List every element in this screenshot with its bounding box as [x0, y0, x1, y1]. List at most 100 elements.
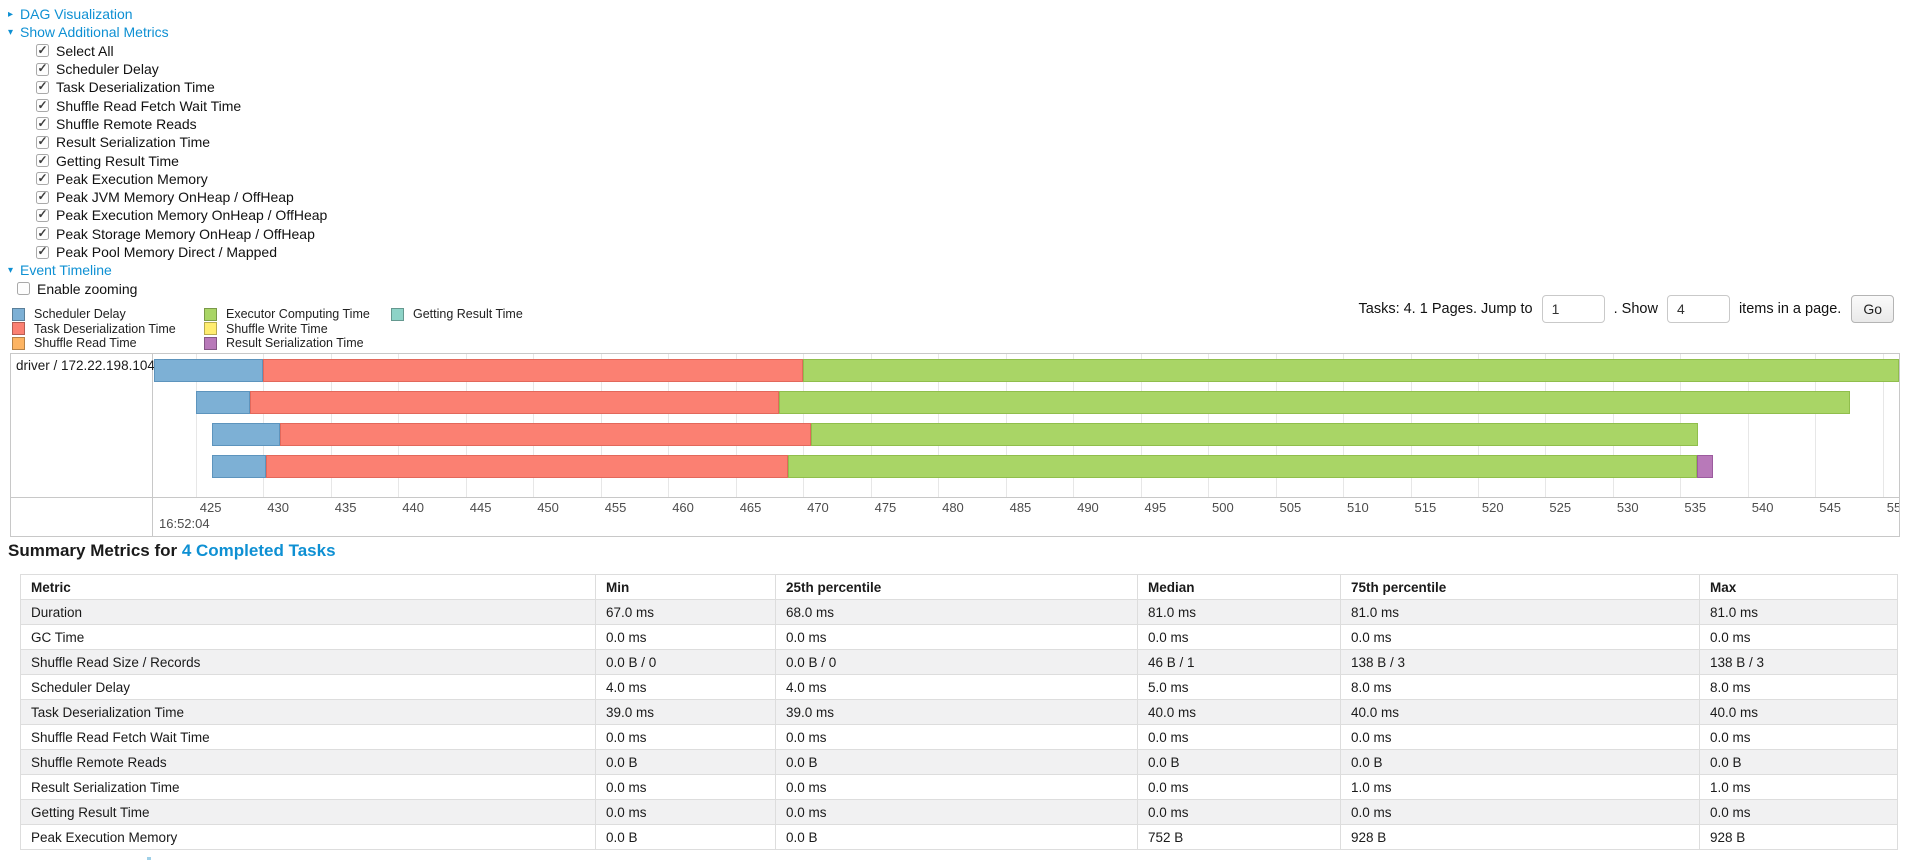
- table-cell: 0.0 B: [595, 749, 776, 775]
- metric-checkbox[interactable]: [36, 189, 49, 204]
- table-header-row: Metric Min 25th percentile Median 75th perce…: [20, 574, 1898, 600]
- event-timeline-toggle[interactable]: ▾ Event Timeline: [8, 262, 112, 278]
- timeline-bar-segment-deserialization[interactable]: [263, 359, 804, 382]
- axis-tick-label: 435: [334, 500, 357, 515]
- table-row: Getting Result Time 0.0 ms 0.0 ms 0.0 ms 0.0…: [20, 799, 1898, 825]
- metric-checkbox-label: Peak Execution Memory: [56, 170, 208, 187]
- enable-zooming-checkbox[interactable]: [17, 282, 30, 296]
- jump-to-page-input[interactable]: [1541, 295, 1605, 323]
- timeline-bar-segment-scheduler[interactable]: [212, 455, 266, 478]
- metric-checkbox[interactable]: [36, 61, 49, 76]
- metric-checkbox[interactable]: [36, 98, 49, 113]
- legend-swatch-icon: [204, 307, 217, 321]
- axis-tick-label: 475: [874, 500, 897, 515]
- axis-tick-label: 440: [402, 500, 424, 515]
- table-column-header: Max: [1699, 574, 1898, 600]
- table-cell: Peak Execution Memory: [20, 824, 596, 850]
- table-cell: 0.0 ms: [1340, 799, 1700, 825]
- timeline-bar-segment-compute[interactable]: [803, 359, 1899, 382]
- timeline-bar-segment-deserialization[interactable]: [249, 391, 779, 414]
- metric-checkbox[interactable]: [36, 43, 49, 58]
- table-cell: 1.0 ms: [1699, 774, 1898, 800]
- enable-zooming-row: Enable zooming: [8, 279, 327, 297]
- legend-label: Scheduler Delay: [34, 307, 126, 322]
- table-row: Scheduler Delay 4.0 ms 4.0 ms 5.0 ms 8.0 ms 8…: [20, 674, 1898, 700]
- metric-checkbox-row: Peak Execution Memory: [8, 170, 327, 188]
- table-cell: 67.0 ms: [595, 599, 776, 625]
- legend-column: Scheduler Delay Task Deserialization Time…: [12, 307, 176, 351]
- axis-tick-label: 460: [672, 500, 694, 515]
- event-timeline-chart: driver / 172.22.198.104 16:52:04 425 430 4…: [10, 353, 1900, 537]
- metric-checkbox[interactable]: [36, 116, 49, 131]
- metric-checkbox-row: Peak Storage Memory OnHeap / OffHeap: [8, 225, 327, 243]
- metric-checkbox[interactable]: [36, 226, 49, 241]
- metric-checkbox-row: Select All: [8, 42, 327, 60]
- metric-checkbox[interactable]: [36, 79, 49, 94]
- table-column-header: Metric: [20, 574, 596, 600]
- metric-checkbox-row: Shuffle Remote Reads: [8, 115, 327, 133]
- metric-checkbox[interactable]: [36, 171, 49, 186]
- axis-tick-label: 530: [1616, 500, 1639, 515]
- timeline-legend: Scheduler Delay Task Deserialization Time…: [0, 307, 1907, 351]
- collapse-arrow-icon: ▾: [8, 264, 14, 276]
- table-cell: 40.0 ms: [1699, 699, 1898, 725]
- timeline-bar-segment-deserialization[interactable]: [279, 423, 812, 446]
- axis-tick-label: 505: [1279, 500, 1302, 515]
- table-cell: 0.0 ms: [595, 624, 776, 650]
- table-cell: 0.0 ms: [595, 774, 776, 800]
- completed-tasks-link[interactable]: 4 Completed Tasks: [181, 541, 336, 560]
- metric-checkbox[interactable]: [36, 153, 49, 168]
- table-cell: Result Serialization Time: [20, 774, 596, 800]
- table-cell: Shuffle Remote Reads: [20, 749, 596, 775]
- axis-tick-label: 445: [469, 500, 492, 515]
- timeline-bar-segment-scheduler[interactable]: [212, 423, 280, 446]
- table-cell: 81.0 ms: [1137, 599, 1341, 625]
- axis-tick-label: 535: [1684, 500, 1707, 515]
- table-cell: 68.0 ms: [775, 599, 1138, 625]
- table-cell: Getting Result Time: [20, 799, 596, 825]
- table-cell: Scheduler Delay: [20, 674, 596, 700]
- table-cell: 752 B: [1137, 824, 1341, 850]
- legend-column: Getting Result Time: [391, 307, 523, 322]
- metric-checkbox[interactable]: [36, 207, 49, 222]
- dag-visualization-toggle[interactable]: ▸ DAG Visualization: [8, 6, 133, 22]
- metric-checkbox[interactable]: [36, 134, 49, 149]
- legend-item: Scheduler Delay: [12, 307, 176, 322]
- summary-title-prefix: Summary Metrics for: [8, 541, 182, 560]
- table-column-header: 75th percentile: [1340, 574, 1700, 600]
- timeline-bar-segment-scheduler[interactable]: [195, 391, 250, 414]
- metric-checkbox-row: Scheduler Delay: [8, 60, 327, 78]
- legend-swatch-icon: [204, 322, 217, 336]
- legend-item: Executor Computing Time: [204, 307, 370, 322]
- axis-tick-label: 480: [942, 500, 964, 515]
- timeline-bar-segment-compute[interactable]: [788, 455, 1697, 478]
- timeline-bar-segment-scheduler[interactable]: [154, 359, 264, 382]
- show-additional-metrics-toggle[interactable]: ▾ Show Additional Metrics: [8, 24, 169, 40]
- axis-gridline: [1747, 354, 1749, 497]
- metric-checkbox[interactable]: [36, 244, 49, 259]
- axis-tick-label: 470: [807, 500, 829, 515]
- table-row: Shuffle Remote Reads 0.0 B 0.0 B 0.0 B 0.0 B…: [20, 749, 1898, 775]
- items-per-page-input[interactable]: [1666, 295, 1730, 323]
- timeline-bar-segment-compute[interactable]: [778, 391, 1851, 414]
- table-cell: 0.0 ms: [1137, 799, 1341, 825]
- timeline-bar-segment-result_ser[interactable]: [1696, 455, 1713, 478]
- stray-cursor-artifact: [147, 857, 151, 860]
- metric-checkbox-row: Peak Pool Memory Direct / Mapped: [8, 243, 327, 261]
- table-cell: 0.0 ms: [775, 624, 1138, 650]
- timeline-bar-segment-compute[interactable]: [811, 423, 1698, 446]
- table-cell: 0.0 B / 0: [595, 649, 776, 675]
- timeline-group-label: driver / 172.22.198.104: [16, 358, 155, 373]
- legend-item: Result Serialization Time: [204, 336, 370, 351]
- metric-checkbox-label: Task Deserialization Time: [56, 79, 215, 96]
- timeline-bar-segment-deserialization[interactable]: [266, 455, 789, 478]
- go-button[interactable]: Go: [1851, 295, 1894, 323]
- timeline-axis-line: [11, 497, 1899, 498]
- legend-swatch-icon: [391, 307, 404, 321]
- metric-checkbox-list: Select All Scheduler Delay Task Deserializ…: [8, 42, 327, 262]
- metrics-tree: ▸ DAG Visualization ▾ Show Additional Me…: [8, 5, 327, 298]
- table-row: Result Serialization Time 0.0 ms 0.0 ms 0.0…: [20, 774, 1898, 800]
- table-cell: 0.0 ms: [1340, 724, 1700, 750]
- axis-gridline: [1815, 354, 1817, 497]
- table-cell: 138 B / 3: [1699, 649, 1898, 675]
